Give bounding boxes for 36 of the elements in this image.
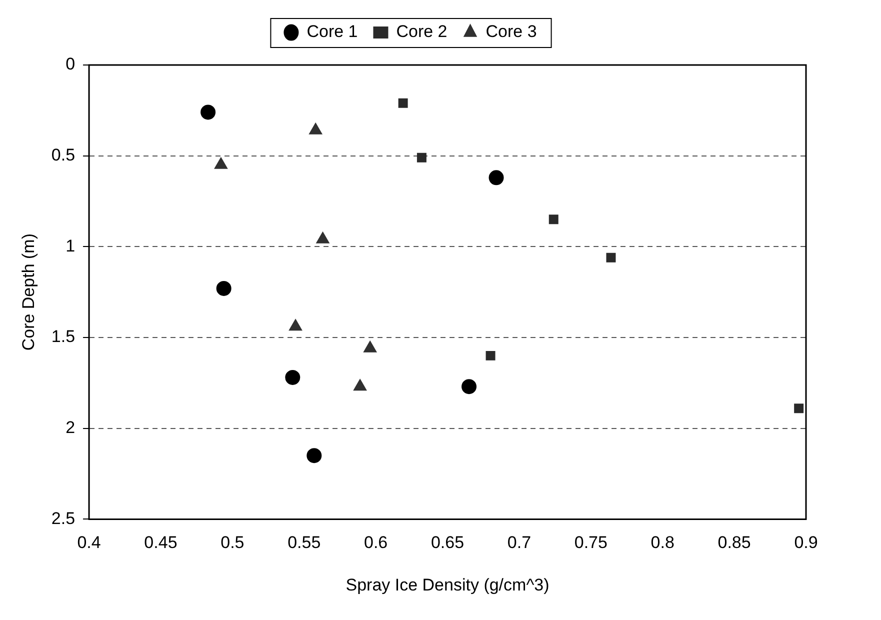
y-tick-label: 0 <box>66 54 76 74</box>
x-tick-label: 0.65 <box>430 533 464 552</box>
point <box>548 214 558 224</box>
legend-label: Core 3 <box>486 22 537 42</box>
point <box>200 104 216 120</box>
x-tick-label: 0.9 <box>794 533 818 552</box>
point <box>794 404 804 414</box>
y-tick-label: 2.5 <box>51 508 76 528</box>
point <box>398 98 408 108</box>
point <box>288 319 302 331</box>
x-tick-label: 0.75 <box>574 533 608 552</box>
x-tick-label: 0.85 <box>718 533 751 552</box>
x-tick-label: 0.4 <box>77 533 101 552</box>
x-tick-label: 0.6 <box>364 533 388 552</box>
x-tick-label: 0.7 <box>507 533 532 552</box>
x-tick-label: 0.45 <box>144 533 178 552</box>
point <box>216 280 232 296</box>
legend-label: Core 1 <box>306 22 358 42</box>
y-axis-title: Core Depth (m) <box>18 234 38 351</box>
point <box>462 379 477 394</box>
y-tick-label: 1 <box>66 236 76 256</box>
point <box>306 448 322 464</box>
point <box>285 370 300 385</box>
point <box>606 252 616 262</box>
point <box>353 379 367 391</box>
x-tick-label: 0.8 <box>650 533 674 552</box>
y-tick-label: 1.5 <box>51 327 76 346</box>
point <box>416 152 426 162</box>
x-axis-title: Spray Ice Density (g/cm^3) <box>346 575 550 594</box>
y-tick-label: 2 <box>66 418 76 438</box>
point <box>486 350 496 360</box>
y-tick-label: 0.5 <box>51 146 76 165</box>
x-tick-label: 0.5 <box>220 533 244 552</box>
x-tick-label: 0.55 <box>288 533 321 552</box>
point <box>488 170 504 186</box>
legend-label: Core 2 <box>396 22 448 42</box>
